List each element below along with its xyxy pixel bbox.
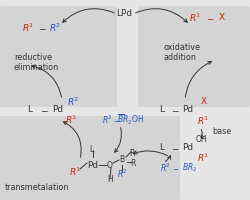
Text: LPd: LPd [116,9,132,19]
Text: $-$: $-$ [171,106,179,114]
Text: $BR_2$: $BR_2$ [182,162,198,174]
Text: $R^2$: $R^2$ [116,168,128,180]
Text: $R^2$: $R^2$ [49,22,61,34]
Text: L: L [160,144,164,152]
Text: base: base [212,128,231,136]
FancyBboxPatch shape [0,6,117,107]
Text: Pd: Pd [182,106,194,114]
Text: O: O [107,160,113,170]
Text: $-$: $-$ [171,144,179,152]
Text: X: X [201,98,207,106]
FancyBboxPatch shape [138,6,250,107]
Text: $R^1$: $R^1$ [22,22,34,34]
Text: transmetalation: transmetalation [5,184,70,192]
Text: L: L [28,106,32,114]
Text: Pd: Pd [88,160,99,170]
Text: $-$: $-$ [113,116,121,124]
Text: addition: addition [163,53,196,62]
Text: $R^2$: $R^2$ [67,96,79,108]
Text: $\overline{B}R_2$OH: $\overline{B}R_2$OH [118,113,144,127]
Text: L: L [89,146,93,154]
Text: $R^1$: $R^1$ [69,166,81,178]
Text: R: R [130,158,136,168]
Text: $R^2$: $R^2$ [160,162,170,174]
Text: Pd: Pd [182,144,194,152]
Text: OH: OH [195,136,207,144]
FancyBboxPatch shape [0,116,180,200]
Text: $-$: $-$ [172,164,180,172]
Text: oxidative: oxidative [163,44,200,52]
Text: L: L [160,106,164,114]
Text: $R^1$: $R^1$ [197,152,209,164]
Text: X: X [219,14,225,22]
Text: $-$: $-$ [206,14,214,22]
Text: $R^2$: $R^2$ [102,114,112,126]
Text: elimination: elimination [14,64,59,72]
Text: $-$: $-$ [40,106,48,114]
Text: reductive: reductive [14,53,52,62]
Text: $R^1$: $R^1$ [197,115,209,127]
Text: B: B [120,156,124,164]
Text: R: R [129,148,135,158]
Text: H: H [107,176,113,184]
Text: Pd: Pd [52,106,64,114]
Text: $R^1$: $R^1$ [189,12,201,24]
Text: $-$: $-$ [38,23,46,32]
Text: $R^1$: $R^1$ [65,114,77,126]
